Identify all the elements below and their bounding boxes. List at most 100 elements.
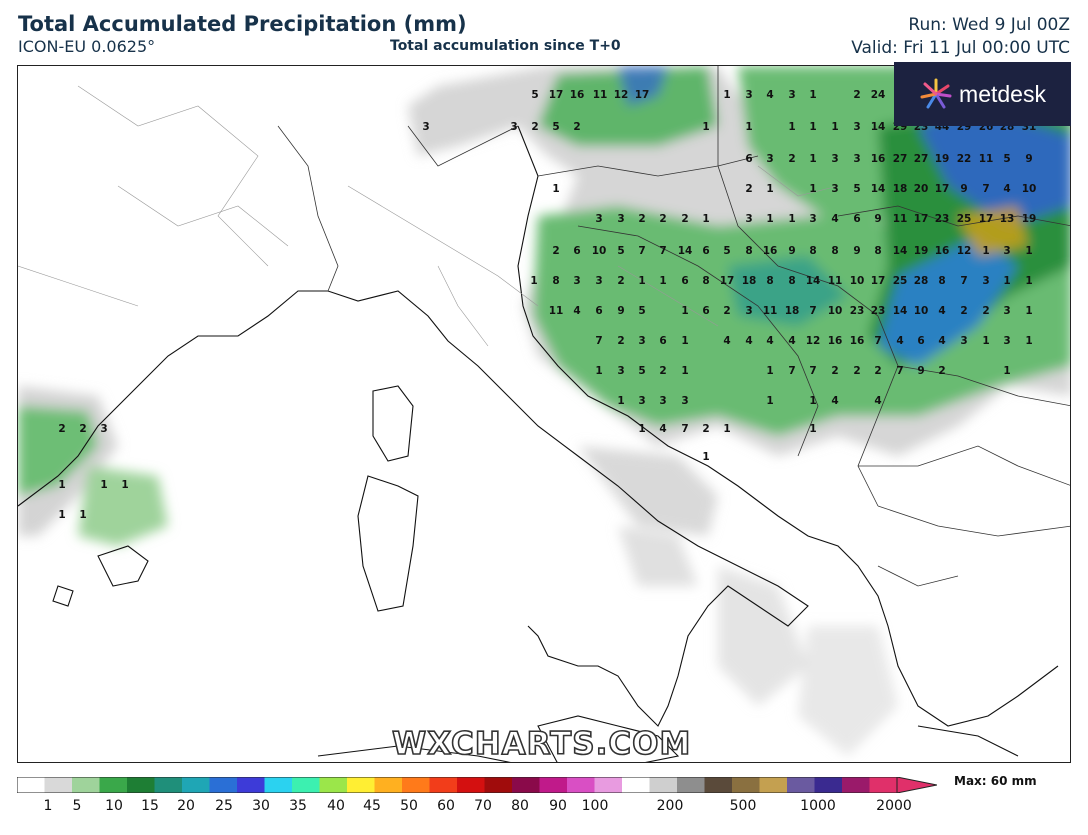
colorbar-segment	[292, 777, 320, 793]
legend-tick-label: 10	[105, 798, 123, 814]
precip-value-label: 9	[1025, 153, 1032, 165]
precip-value-label: 2	[617, 335, 624, 347]
precip-shading	[18, 66, 1070, 756]
precip-value-label: 14	[871, 183, 886, 195]
colorbar-segment	[484, 777, 513, 793]
precip-value-label: 17	[979, 213, 994, 225]
precip-value-label: 1	[788, 121, 795, 133]
value-labels: 5 17 16 11 12 173 3 2 5 21 3 4 3 1 2 241 1 1 1 1 3 14 29 23 44 29…	[58, 89, 1036, 521]
precip-value-label: 6	[853, 213, 860, 225]
precip-value-label: 23	[871, 305, 886, 317]
precip-value-label: 1	[681, 365, 688, 377]
chart-title: Total Accumulated Precipitation (mm)	[18, 12, 467, 36]
colorbar-segment	[869, 777, 898, 793]
colorbar-segment	[44, 777, 73, 793]
precip-value-label: 3	[595, 275, 602, 287]
precip-value-label: 4	[874, 395, 881, 407]
precip-value-label: 1	[1025, 335, 1032, 347]
precip-value-label: 25	[957, 213, 972, 225]
precip-value-label: 9	[788, 245, 795, 257]
precip-value-label: 1	[659, 275, 666, 287]
precip-value-label: 28	[914, 275, 929, 287]
colorbar-arrow	[896, 777, 937, 793]
precip-value-label: 19	[1022, 213, 1037, 225]
precip-value-label: 12	[957, 245, 972, 257]
precip-value-label: 14	[893, 305, 908, 317]
precip-value-label: 2	[79, 423, 86, 435]
precip-value-label: 1	[681, 335, 688, 347]
precip-value-label: 17	[549, 89, 564, 101]
legend-tick-label: 40	[327, 798, 345, 814]
precip-value-label: 3	[422, 121, 429, 133]
precip-value-label: 5	[531, 89, 538, 101]
precip-value-label: 10	[828, 305, 843, 317]
precip-value-label: 3	[982, 275, 989, 287]
precip-value-label: 14	[893, 245, 908, 257]
legend-tick-label: 100	[581, 798, 609, 814]
colorbar-segment	[732, 777, 760, 793]
precip-value-label: 14	[806, 275, 821, 287]
precip-value-label: 5	[552, 121, 559, 133]
country-borders	[277, 66, 1070, 587]
precip-value-label: 3	[745, 89, 752, 101]
colorbar-segment	[402, 777, 430, 793]
precip-value-label: 2	[531, 121, 538, 133]
regional-borders	[18, 85, 839, 347]
precip-value-label: 1	[745, 121, 752, 133]
precip-value-label: 8	[745, 245, 752, 257]
burst-icon	[920, 78, 952, 109]
precip-value-label: 23	[850, 305, 865, 317]
colorbar-segment	[594, 777, 623, 793]
precip-value-label: 9	[960, 183, 967, 195]
colorbar-segment	[99, 777, 128, 793]
precip-value-label: 4	[938, 335, 945, 347]
precip-value-label: 10	[592, 245, 607, 257]
precip-value-label: 7	[659, 245, 666, 257]
precip-value-label: 6	[659, 335, 666, 347]
colorbar-segment	[429, 777, 458, 793]
precip-value-label: 2	[681, 213, 688, 225]
precip-value-label: 10	[1022, 183, 1037, 195]
precip-value-label: 2	[702, 423, 709, 435]
precip-value-label: 25	[893, 275, 908, 287]
precip-value-label: 1	[1025, 305, 1032, 317]
colorbar-segment	[72, 777, 100, 793]
precip-value-label: 2	[573, 121, 580, 133]
precipitation-map[interactable]: 5 17 16 11 12 17 3 3 2 5 2 1 3 4 3 1 2 24 1 1 1 1 1 3 14 29 23 44 29…	[17, 65, 1071, 763]
precip-value-label: 3	[659, 395, 666, 407]
precip-value-label: 2	[853, 365, 860, 377]
precip-value-label: 1	[766, 213, 773, 225]
precip-value-label: 7	[681, 423, 688, 435]
colorbar-segment	[457, 777, 485, 793]
precip-value-label: 1	[100, 479, 107, 491]
precip-value-label: 1	[809, 423, 816, 435]
precip-value-label: 19	[935, 153, 950, 165]
precip-value-label: 9	[617, 305, 624, 317]
precip-value-label: 3	[960, 335, 967, 347]
precip-value-label: 1	[766, 183, 773, 195]
precip-value-label: 7	[638, 245, 645, 257]
logo-text: metdesk	[959, 80, 1046, 107]
precip-value-label: 11	[979, 153, 994, 165]
precip-value-label: 3	[638, 395, 645, 407]
precip-value-label: 4	[788, 335, 795, 347]
precip-value-label: 1	[681, 305, 688, 317]
precip-value-label: 1	[982, 245, 989, 257]
coastlines	[18, 125, 1059, 762]
watermark: WXCHARTS.COM	[391, 725, 692, 763]
legend-ticks: 1 5 10 15 20 25 30 35 40 45 50 60 70 80 90 100 200 500 100…	[0, 798, 1088, 818]
precip-value-label: 3	[853, 121, 860, 133]
precip-value-label: 1	[1003, 365, 1010, 377]
precip-value-label: 2	[617, 275, 624, 287]
colorbar-segment	[759, 777, 788, 793]
precip-value-label: 3	[1003, 245, 1010, 257]
precip-value-label: 19	[914, 245, 929, 257]
precip-value-label: 2	[745, 183, 752, 195]
run-label: Run: Wed 9 Jul 00Z	[908, 15, 1070, 35]
precip-value-label: 6	[702, 305, 709, 317]
legend-tick-label: 20	[177, 798, 195, 814]
precip-value-label: 16	[871, 153, 886, 165]
precip-value-label: 22	[957, 153, 972, 165]
precip-value-label: 3	[510, 121, 517, 133]
precip-value-label: 11	[593, 89, 608, 101]
